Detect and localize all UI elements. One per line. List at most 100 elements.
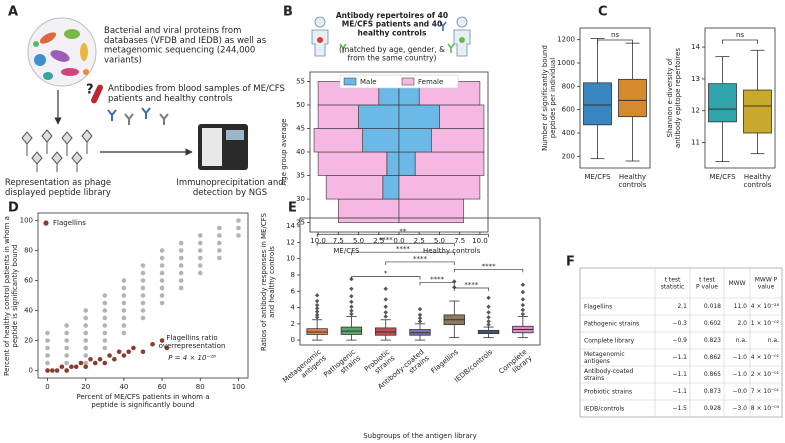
significance-label: **** [430,275,445,283]
outlier [520,282,526,287]
plot-frame [299,217,541,346]
significance-bracket [316,233,489,238]
outlier [417,315,423,321]
x-tick-label: 0.0 [393,237,404,245]
point [236,233,241,238]
bar [439,104,485,129]
point [159,263,165,268]
legend-label: Female [418,78,443,86]
panel-label: D [8,201,19,216]
outlier [520,289,526,295]
y-tick-label: 14 [691,43,700,51]
outlier [314,306,320,311]
table-cell: 0.928 [704,405,721,412]
annotation: Flagellins ratio overrepresentation [159,334,226,350]
x-tick-label: Pathogenicstrains [322,348,362,385]
point [102,308,108,313]
y-tick-label: 1000 [557,59,575,67]
point [83,364,89,370]
table-cell: −1.5 [672,405,687,412]
chart-title: Antibody repertoires of 40 ME/CFS patient… [336,11,448,37]
point [102,293,108,298]
significance-bracket [597,39,633,44]
point [116,349,122,355]
outlier [349,293,354,299]
table-cell: 4 × 10⁻⁰¹ [751,354,780,361]
row-label: Antibody-coated strains [584,368,634,382]
point [140,308,146,313]
y-tick-label: 6 [291,287,296,295]
y-tick-label: 50 [296,101,305,109]
significance-bracket [453,287,489,292]
point [83,338,89,343]
point [197,255,203,261]
box-group [375,286,397,341]
bar [317,104,359,129]
box-group [618,42,647,162]
outlier [520,307,526,313]
outlier [314,293,320,298]
point [217,240,222,246]
bar [358,104,400,129]
y-tick-label: 11 [691,139,700,147]
point [64,338,69,343]
point [83,315,89,321]
x-tick-label: Metagenomicantigens [281,348,328,391]
table-cell: −1.0 [732,354,747,361]
x-tick-label: 2.5 [373,237,384,245]
point [83,360,89,366]
sources-text: Bacterial and viral proteins from databas… [104,26,267,65]
y-tick-label: 12 [286,238,295,246]
x-tick-label: IEDB/controls [453,348,494,385]
box-group [743,49,772,155]
table-cell: −0.3 [672,320,687,327]
significance-bracket [722,39,758,44]
bar [386,151,400,176]
y-axis-title: Shannon e-diversity ofantibody epitope r… [666,48,682,148]
annotation: P = 4 × 10⁻²⁸ [168,354,216,362]
point [102,338,108,343]
point [178,285,184,291]
x-tick-label: 5.0 [353,237,364,245]
point [159,338,165,343]
outlier [520,302,526,308]
x-tick-label: 7.5 [454,237,465,245]
point [107,353,112,358]
outlier [486,322,491,327]
bar [414,151,485,176]
point [140,263,146,268]
point [121,293,127,298]
point [121,308,127,313]
box-group [443,279,465,339]
y-tick-label: 60 [24,277,33,285]
point [83,345,89,351]
point [121,285,127,291]
box-group [409,306,431,341]
table-cell: 0.602 [704,320,721,327]
box [743,89,772,134]
y-tick-label: 40 [24,307,33,315]
y-tick-label: 600 [562,106,575,114]
y-axis-title: Age group average [280,119,288,186]
point [102,315,108,321]
bar [338,198,400,223]
significance-label: **** [396,245,411,253]
y-tick-label: 12 [691,107,700,115]
panel-label: C [598,5,608,20]
point [102,345,108,351]
box-group [708,56,737,163]
y-tick-label: 20 [24,337,33,345]
significance-bracket [385,261,455,265]
significance-label: **** [482,262,497,270]
significance-bracket [419,281,455,286]
box-group [340,276,363,341]
outlier [349,286,354,292]
y-tick-label: 200 [562,152,575,160]
x-tick-label: 80 [196,383,205,391]
point [140,300,146,306]
x-axis-title: Percent of ME/CFS patients in whom a pept… [77,393,210,409]
point [159,255,165,261]
table-cell: 2.1 [677,303,687,310]
significance-label: ** [399,227,407,235]
y-tick-label: 800 [562,82,575,90]
